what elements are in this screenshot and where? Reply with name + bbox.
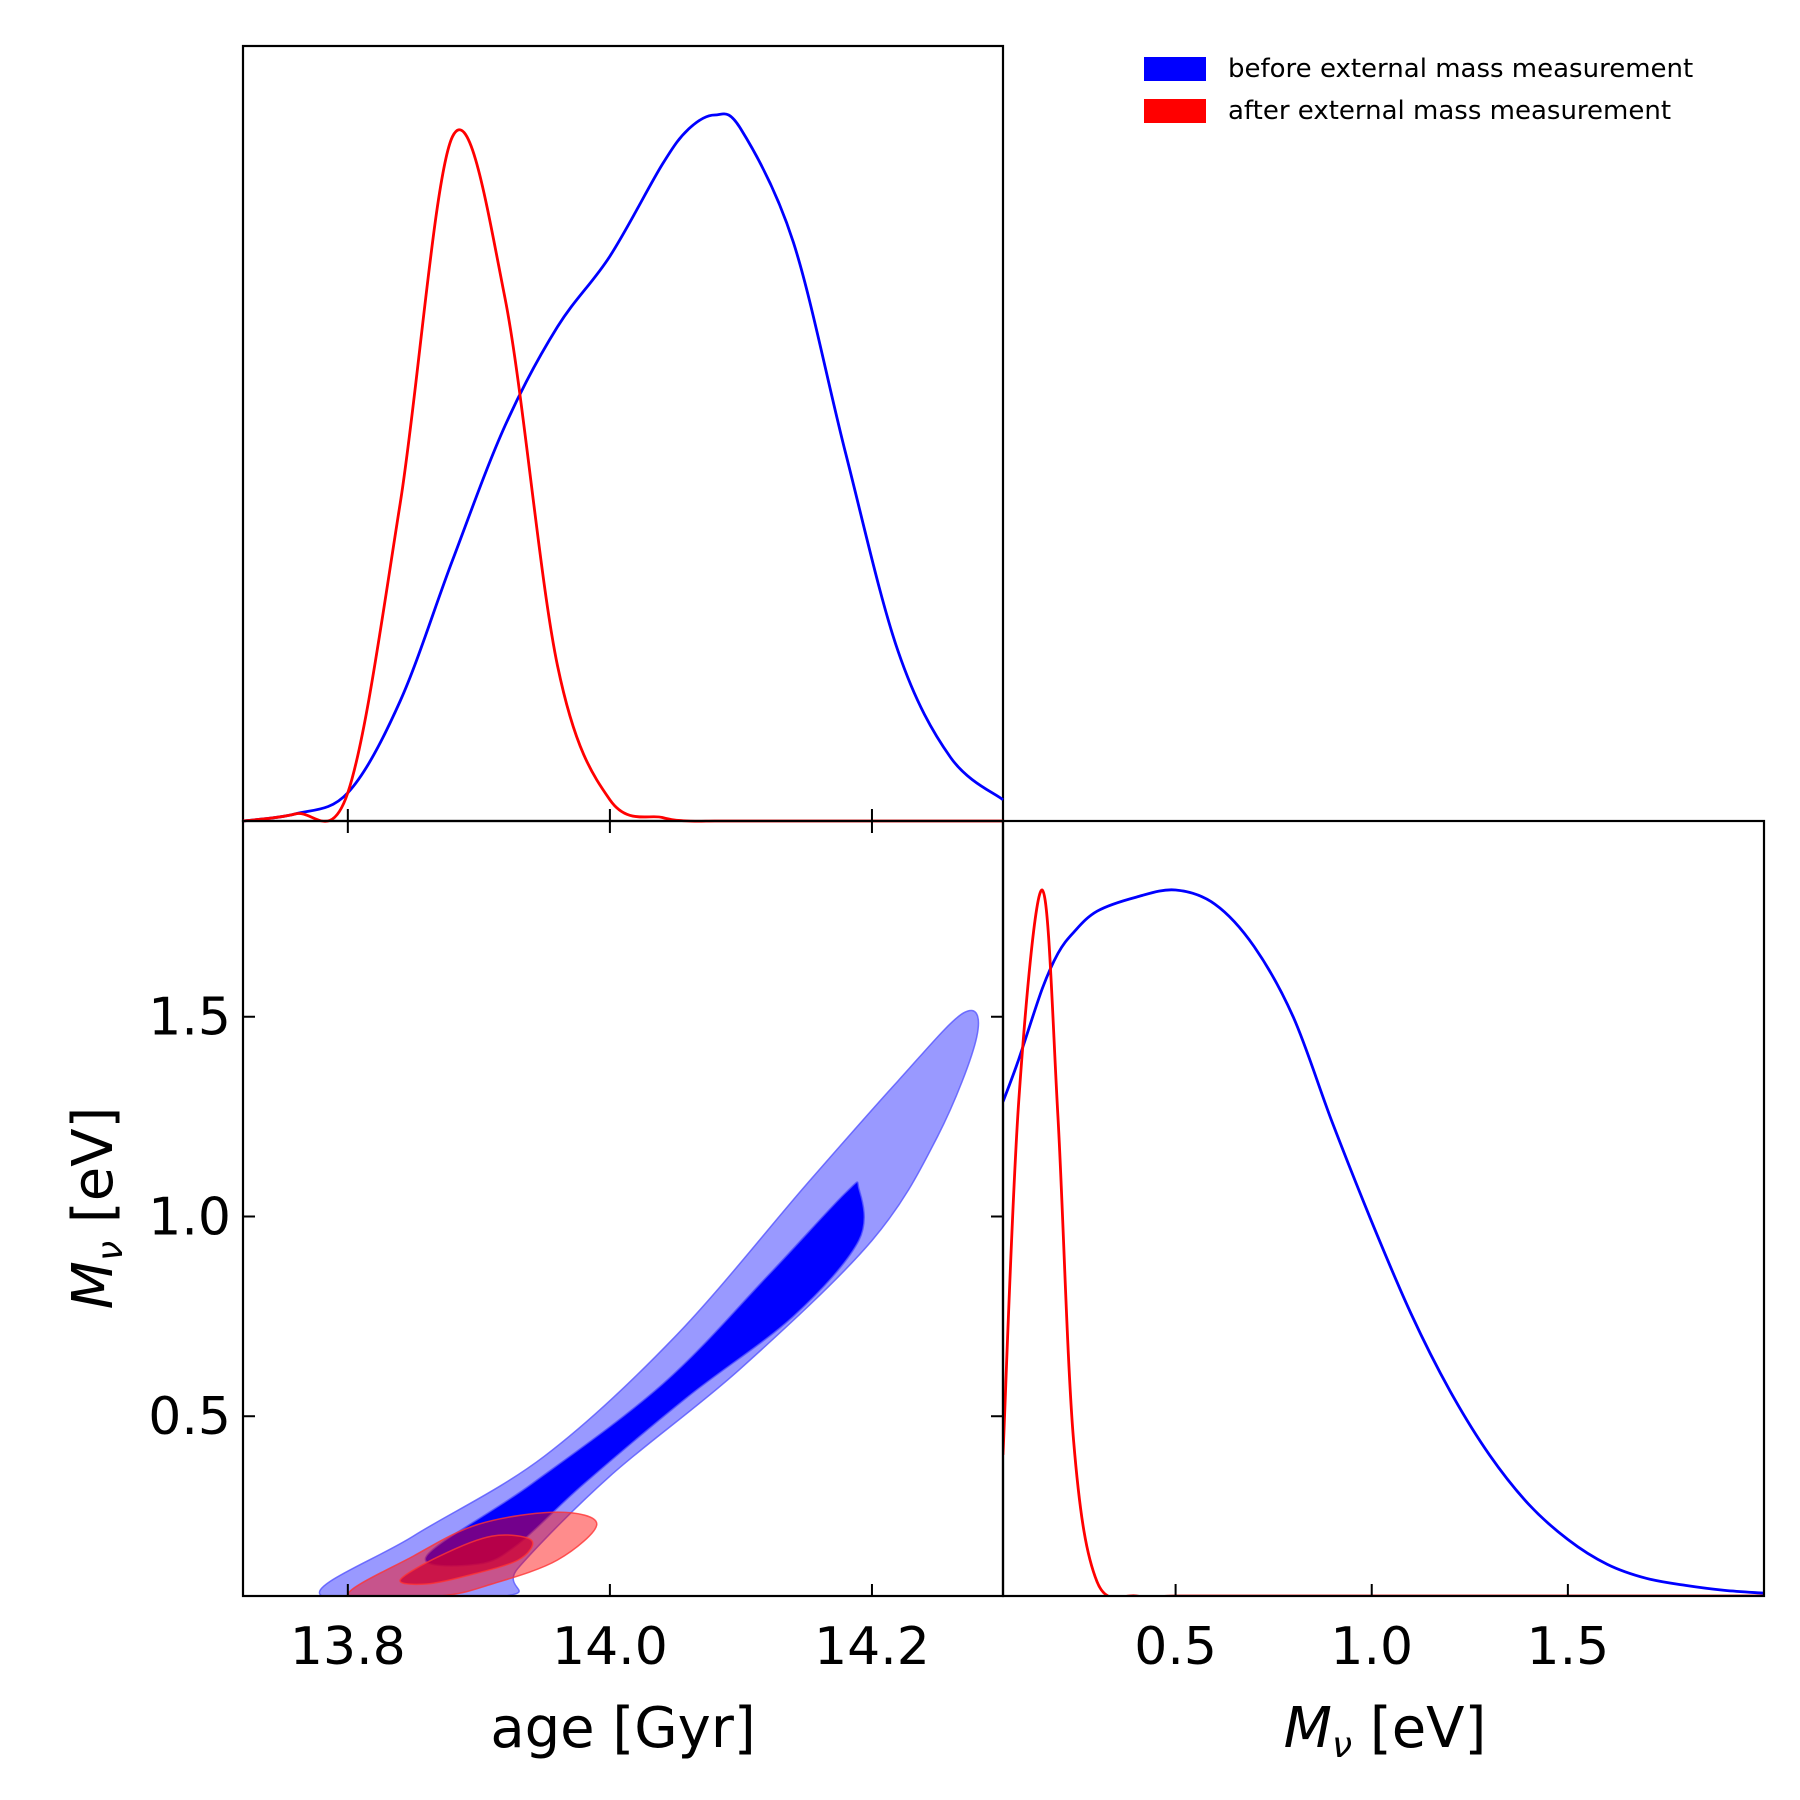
joint-xlabel: age [Gyr]	[490, 1696, 755, 1761]
legend-swatch-after-external-mass-measurement	[1144, 99, 1206, 123]
age-marginal-ticks	[346, 809, 873, 821]
mnu-marginal-frame	[1001, 819, 1766, 1598]
mnu-ticks: 0.5 1.0 1.5	[1134, 1584, 1609, 1677]
age-marginal-curves	[242, 112, 1004, 823]
contour-after-external-mass-measurement-inner	[399, 1534, 534, 1586]
legend-swatch-before-external-mass-measurement	[1144, 57, 1206, 81]
legend: before external mass measurement after ex…	[1144, 54, 1693, 126]
contour-before-external-mass-measurement-outer	[318, 1009, 980, 1596]
joint-y-tick-label: 1.0	[148, 1187, 231, 1247]
joint-x-tick-label: 13.8	[290, 1617, 406, 1677]
joint-contours	[318, 1009, 980, 1596]
joint-x-tick-label: 14.2	[814, 1617, 930, 1677]
mnu-x-tick-label: 0.5	[1134, 1617, 1217, 1677]
joint-contour-panel: 13.8 14.0 14.2 0.5 1.0 1.5 age [Gyr] Mν [eV]	[61, 819, 1005, 1761]
mnu-xlabel: Mν [eV]	[1284, 1696, 1487, 1766]
joint-y-tick-label: 1.5	[148, 988, 231, 1048]
joint-x-tick-label: 14.0	[552, 1617, 668, 1677]
age-curve-before-external-mass-measurement	[242, 112, 1004, 823]
mnu-x-tick-label: 1.5	[1527, 1617, 1610, 1677]
joint-y-tick-label: 0.5	[148, 1387, 231, 1447]
mnu-curve-before-external-mass-measurement	[1003, 888, 1764, 1595]
joint-ylabel: Mν [eV]	[61, 1107, 131, 1310]
legend-label-before-external-mass-measurement: before external mass measurement	[1228, 54, 1693, 84]
age-marginal-panel	[241, 44, 1005, 823]
joint-ticks: 13.8 14.0 14.2 0.5 1.0 1.5	[148, 821, 1003, 1677]
mnu-marginal-curves	[1003, 888, 1764, 1596]
mnu-curve-after-external-mass-measurement	[1003, 888, 1764, 1596]
mnu-x-tick-label: 1.0	[1330, 1617, 1413, 1677]
age-marginal-frame	[241, 44, 1005, 823]
legend-label-after-external-mass-measurement: after external mass measurement	[1228, 96, 1671, 126]
mnu-marginal-panel: 0.5 1.0 1.5 Mν [eV]	[1001, 819, 1766, 1766]
